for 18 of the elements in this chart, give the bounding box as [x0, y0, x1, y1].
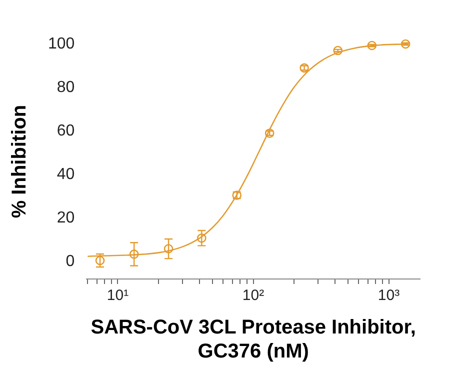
x-tick-label: 10³	[378, 287, 400, 304]
y-tick-label: 60	[56, 122, 75, 140]
y-tick-label: 0	[66, 253, 75, 270]
y-tick-label: 20	[56, 209, 75, 226]
point	[367, 40, 377, 50]
y-axis-title: % Inhibition	[8, 104, 31, 218]
point	[300, 63, 309, 73]
x-tick-label: 10²	[242, 287, 264, 304]
x-axis-title: SARS-CoV 3CL Protease Inhibitor, GC376 (nM)	[90, 316, 416, 363]
point	[333, 46, 343, 56]
point	[164, 244, 174, 254]
x-tick-label: 10¹	[106, 287, 129, 304]
point	[196, 233, 206, 243]
point	[264, 128, 274, 138]
y-tick-label: 80	[56, 78, 75, 96]
point	[129, 250, 139, 259]
y-tick-label: 100	[48, 35, 75, 52]
y-tick-label: 40	[56, 166, 75, 183]
